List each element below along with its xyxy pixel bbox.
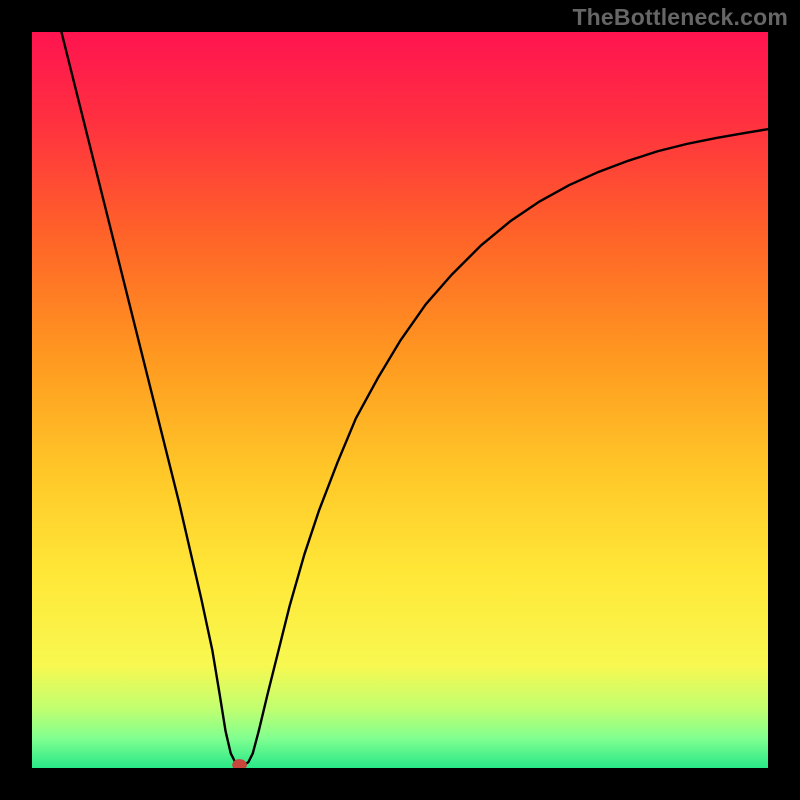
plot-background	[32, 32, 768, 768]
bottleneck-chart	[32, 32, 768, 768]
chart-container: TheBottleneck.com	[0, 0, 800, 800]
watermark-text: TheBottleneck.com	[572, 4, 788, 31]
